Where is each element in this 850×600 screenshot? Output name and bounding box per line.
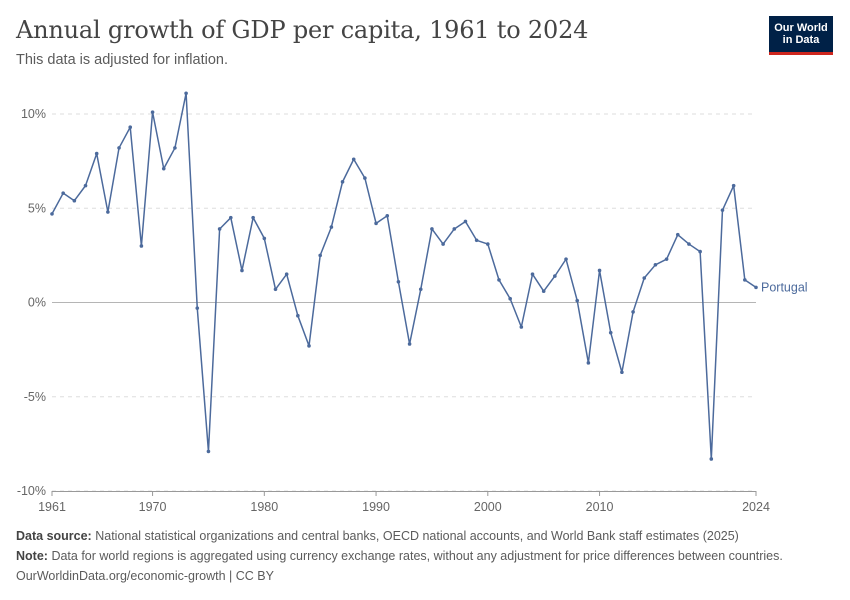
y-tick-label: 5% xyxy=(28,201,46,215)
data-point xyxy=(720,208,725,212)
data-point xyxy=(608,330,613,335)
data-point xyxy=(106,210,110,214)
data-point xyxy=(418,287,423,292)
chart-subtitle: This data is adjusted for inflation. xyxy=(16,52,228,68)
data-point xyxy=(463,219,468,224)
data-point xyxy=(240,268,244,273)
note-line: Note: Data for world regions is aggregat… xyxy=(16,549,783,563)
data-point xyxy=(743,278,747,282)
data-point xyxy=(150,110,155,114)
data-point xyxy=(385,213,390,218)
data-point xyxy=(50,212,54,216)
y-tick-label: -5% xyxy=(24,390,46,404)
data-point xyxy=(575,298,580,303)
note-text: Data for world regions is aggregated usi… xyxy=(51,549,783,563)
data-point xyxy=(564,257,568,261)
data-point xyxy=(497,278,501,282)
x-tick-label: 1980 xyxy=(250,500,278,514)
chart-title: Annual growth of GDP per capita, 1961 to… xyxy=(16,16,589,44)
data-point xyxy=(530,272,535,277)
x-tick-label: 2024 xyxy=(742,500,770,514)
x-tick-label: 1990 xyxy=(362,500,390,514)
data-point xyxy=(61,191,65,195)
data-point xyxy=(318,253,322,258)
source-url[interactable]: OurWorldinData.org/economic-growth | CC … xyxy=(16,569,274,583)
data-point xyxy=(441,242,445,246)
y-tick-label: 0% xyxy=(28,296,46,310)
owid-logo[interactable]: Our World in Data xyxy=(769,16,833,55)
y-axis: 10% 5% 0% -5% -10% xyxy=(17,107,46,498)
data-point xyxy=(184,91,188,96)
data-point xyxy=(709,457,714,461)
data-source-line: Data source: National statistical organi… xyxy=(16,529,739,543)
y-tick-label: -10% xyxy=(17,484,46,498)
data-point xyxy=(597,268,602,273)
data-point xyxy=(731,183,736,188)
data-point xyxy=(396,279,401,284)
data-point xyxy=(486,242,490,246)
chart-series: Portugal xyxy=(50,91,808,461)
data-point xyxy=(754,285,758,290)
data-source-text: National statistical organizations and c… xyxy=(95,529,739,543)
logo-line-1: Our World xyxy=(774,22,828,34)
data-point xyxy=(251,215,255,220)
data-point xyxy=(273,287,278,292)
data-point xyxy=(83,183,88,188)
x-tick-label: 2010 xyxy=(586,500,614,514)
data-point xyxy=(586,361,591,365)
data-point xyxy=(173,146,177,150)
data-point xyxy=(284,272,289,277)
data-point xyxy=(374,221,378,226)
data-point xyxy=(508,296,512,301)
source-url-text[interactable]: OurWorldinData.org/economic-growth | CC … xyxy=(16,569,274,583)
data-source-label: Data source: xyxy=(16,529,92,543)
data-point xyxy=(139,244,144,248)
chart-grid xyxy=(52,113,756,492)
data-point xyxy=(195,306,200,310)
x-axis: 1961 1970 1980 1990 2000 2010 2024 xyxy=(38,491,770,514)
data-point xyxy=(340,180,345,184)
line-chart: 10% 5% 0% -5% -10% 1961 1970 1980 1990 2000 2010 2… xyxy=(17,91,808,514)
data-point xyxy=(553,274,557,278)
series-line-portugal xyxy=(51,92,757,460)
data-point xyxy=(474,238,479,243)
data-point xyxy=(664,257,669,261)
y-tick-label: 10% xyxy=(21,107,46,121)
data-point xyxy=(620,370,624,375)
note-label: Note: xyxy=(16,549,48,563)
data-point xyxy=(519,325,524,329)
series-label: Portugal xyxy=(761,280,808,294)
data-point xyxy=(128,125,133,129)
x-tick-label: 1961 xyxy=(38,500,66,514)
data-point xyxy=(161,166,166,171)
data-point xyxy=(541,289,546,293)
data-point xyxy=(206,449,211,454)
data-point xyxy=(363,176,367,180)
data-point xyxy=(296,313,300,318)
data-point xyxy=(72,198,77,203)
data-point xyxy=(262,236,267,241)
data-point xyxy=(430,227,434,231)
logo-line-2: in Data xyxy=(782,34,820,46)
data-point xyxy=(329,225,334,229)
x-tick-label: 1970 xyxy=(139,500,167,514)
data-point xyxy=(228,215,233,220)
data-point xyxy=(307,344,311,348)
data-point xyxy=(407,342,412,346)
data-point xyxy=(631,310,635,314)
data-point xyxy=(217,227,222,231)
data-point xyxy=(653,263,658,267)
x-tick-label: 2000 xyxy=(474,500,502,514)
data-point xyxy=(675,232,680,237)
data-point xyxy=(452,227,457,231)
data-point xyxy=(698,249,702,254)
data-point xyxy=(94,151,99,156)
data-point xyxy=(117,146,121,150)
data-point xyxy=(351,157,356,162)
data-point xyxy=(687,242,691,246)
data-point xyxy=(642,276,647,280)
